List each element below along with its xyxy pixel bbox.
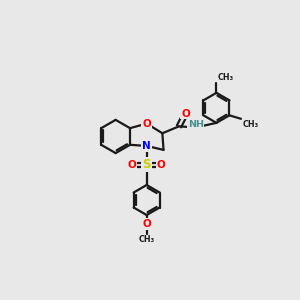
Text: O: O [142, 118, 151, 128]
Text: O: O [181, 109, 190, 118]
Text: NH: NH [188, 120, 204, 129]
Text: N: N [142, 141, 151, 151]
Text: CH₃: CH₃ [242, 120, 258, 129]
Text: CH₃: CH₃ [218, 73, 234, 82]
Text: O: O [128, 160, 136, 170]
Text: CH₃: CH₃ [139, 236, 155, 244]
Text: S: S [142, 158, 151, 171]
Text: O: O [142, 219, 151, 229]
Text: O: O [157, 160, 166, 170]
